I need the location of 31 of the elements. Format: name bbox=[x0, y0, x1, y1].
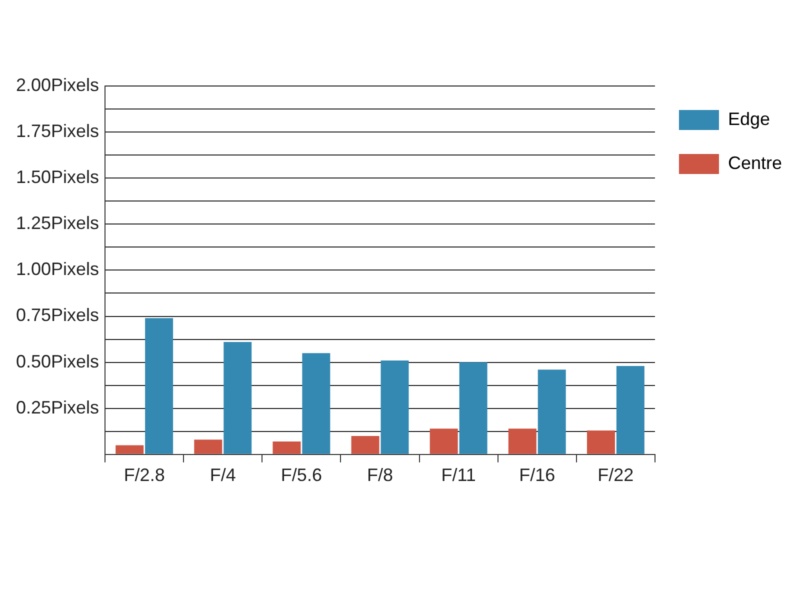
bar bbox=[616, 366, 644, 454]
y-tick-label: 1.00Pixels bbox=[16, 259, 100, 280]
x-tick-label: F/8 bbox=[367, 465, 394, 486]
y-tick-label: 1.25Pixels bbox=[16, 213, 100, 234]
x-tick-label: F/5.6 bbox=[280, 465, 322, 486]
y-tick-label: 2.00Pixels bbox=[16, 74, 100, 95]
bar bbox=[302, 353, 330, 454]
x-tick-label: F/2.8 bbox=[124, 465, 165, 486]
y-tick-label: 1.50Pixels bbox=[16, 167, 100, 188]
bar bbox=[116, 445, 144, 454]
bar bbox=[194, 440, 222, 454]
x-tick-label: F/22 bbox=[598, 465, 634, 486]
bar bbox=[351, 436, 380, 454]
bar bbox=[145, 318, 174, 454]
bar bbox=[538, 370, 566, 454]
bar bbox=[430, 428, 458, 454]
legend-label: Edge bbox=[728, 108, 770, 129]
legend-label: Centre bbox=[728, 152, 782, 173]
y-tick-label: 0.50Pixels bbox=[16, 351, 100, 372]
bar bbox=[586, 430, 615, 454]
x-tick-label: F/16 bbox=[519, 465, 556, 486]
x-tick-label: F/11 bbox=[441, 465, 476, 486]
y-tick-label: 0.25Pixels bbox=[16, 397, 100, 418]
bar bbox=[380, 360, 409, 454]
y-tick-label: 1.75Pixels bbox=[16, 121, 100, 142]
bar bbox=[459, 362, 488, 454]
bar bbox=[508, 428, 536, 454]
bar bbox=[272, 442, 301, 454]
x-tick-label: F/4 bbox=[210, 465, 236, 486]
y-tick-label: 0.75Pixels bbox=[16, 305, 100, 326]
bar bbox=[224, 342, 252, 454]
